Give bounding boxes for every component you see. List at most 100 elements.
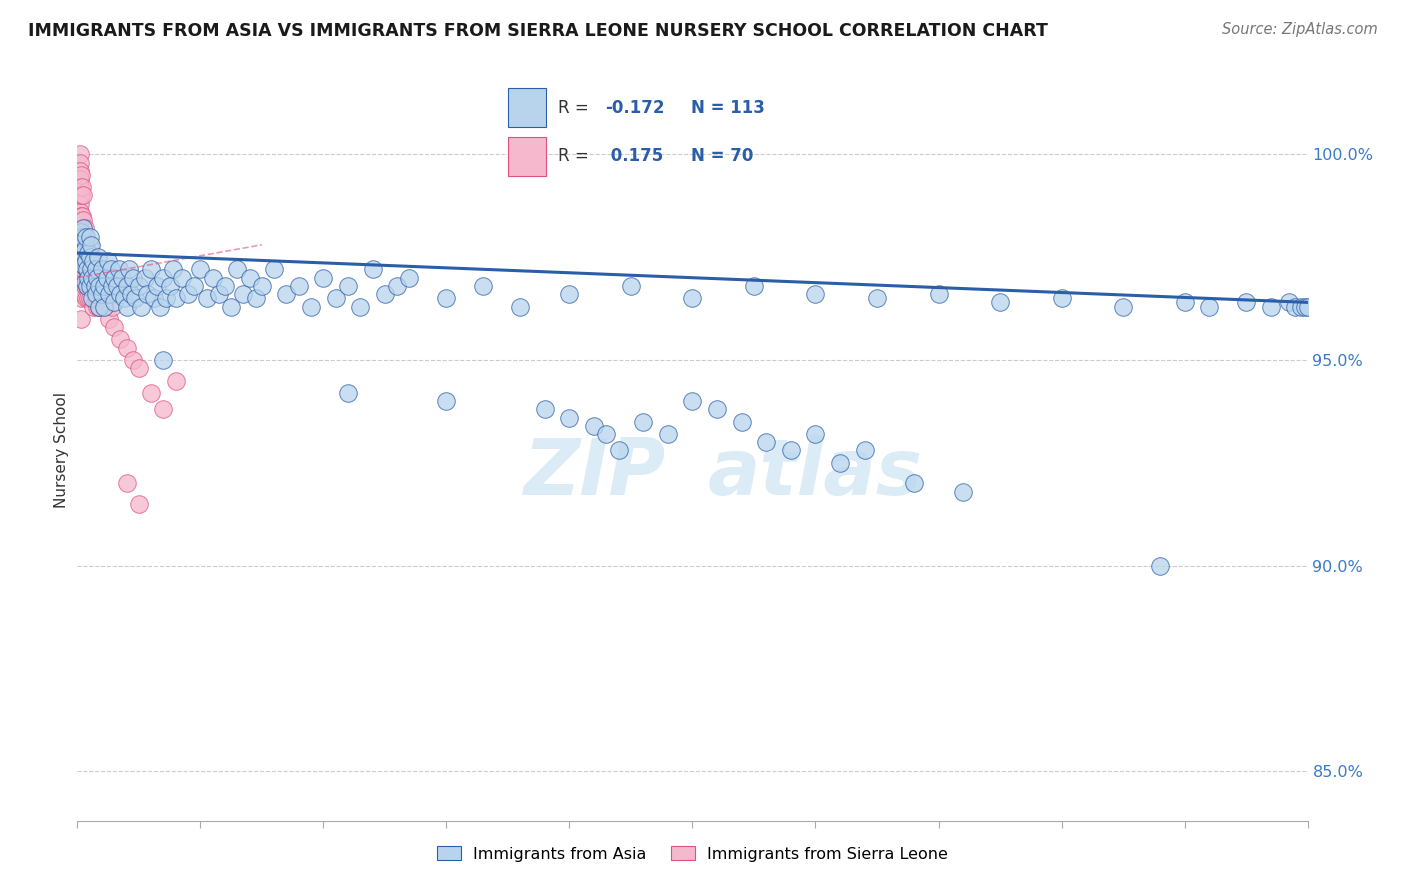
Point bbox=[73, 250, 96, 264]
Point bbox=[111, 270, 132, 285]
Point bbox=[385, 279, 409, 293]
Point bbox=[90, 287, 114, 301]
Point bbox=[108, 262, 131, 277]
Point bbox=[73, 221, 96, 235]
Point bbox=[70, 188, 93, 202]
Point bbox=[595, 427, 617, 442]
Point bbox=[1234, 295, 1257, 310]
Point bbox=[75, 262, 97, 277]
Point bbox=[219, 300, 242, 314]
Point bbox=[69, 163, 91, 178]
Point bbox=[853, 443, 876, 458]
Point bbox=[232, 287, 254, 301]
Point bbox=[72, 221, 94, 235]
Point bbox=[72, 237, 94, 252]
Point bbox=[77, 291, 100, 305]
Point bbox=[84, 291, 107, 305]
Point bbox=[93, 300, 115, 314]
Point bbox=[70, 229, 93, 244]
Point bbox=[89, 300, 111, 314]
Point bbox=[75, 254, 97, 268]
Point bbox=[79, 237, 101, 252]
Point bbox=[1198, 300, 1220, 314]
Point bbox=[75, 229, 97, 244]
Legend: Immigrants from Asia, Immigrants from Sierra Leone: Immigrants from Asia, Immigrants from Si… bbox=[430, 839, 955, 868]
Point bbox=[69, 155, 91, 169]
Point bbox=[72, 188, 94, 202]
Point bbox=[89, 300, 111, 314]
Point bbox=[208, 287, 231, 301]
Point bbox=[79, 279, 101, 293]
Point bbox=[82, 291, 104, 305]
Point bbox=[69, 196, 91, 211]
Point bbox=[77, 270, 100, 285]
Point bbox=[472, 279, 495, 293]
Text: IMMIGRANTS FROM ASIA VS IMMIGRANTS FROM SIERRA LEONE NURSERY SCHOOL CORRELATION : IMMIGRANTS FROM ASIA VS IMMIGRANTS FROM … bbox=[28, 22, 1047, 40]
Point bbox=[115, 476, 138, 491]
Point bbox=[337, 385, 360, 400]
Point bbox=[436, 291, 458, 305]
Point bbox=[731, 415, 754, 429]
Point bbox=[69, 262, 91, 277]
Point bbox=[69, 237, 91, 252]
Point bbox=[195, 291, 218, 305]
Point bbox=[80, 270, 103, 285]
Point bbox=[82, 300, 104, 314]
Point bbox=[100, 262, 122, 277]
Point bbox=[155, 291, 177, 305]
Point bbox=[76, 279, 98, 293]
Point bbox=[70, 246, 93, 260]
Point bbox=[112, 291, 135, 305]
Point bbox=[583, 418, 606, 433]
Point bbox=[134, 270, 156, 285]
Point bbox=[903, 476, 925, 491]
Point bbox=[96, 291, 118, 305]
Bar bbox=[508, 88, 547, 128]
Point bbox=[288, 279, 311, 293]
Point bbox=[177, 287, 200, 301]
Bar bbox=[508, 136, 547, 176]
Point bbox=[830, 456, 852, 470]
Point bbox=[115, 300, 138, 314]
Point bbox=[69, 221, 91, 235]
Point bbox=[263, 262, 285, 277]
Point bbox=[152, 353, 174, 368]
Point bbox=[337, 279, 360, 293]
Point bbox=[129, 300, 153, 314]
Text: R =: R = bbox=[558, 147, 595, 165]
Point bbox=[214, 279, 236, 293]
Point bbox=[1050, 291, 1073, 305]
Point bbox=[374, 287, 396, 301]
Point bbox=[76, 250, 98, 264]
Point bbox=[245, 291, 267, 305]
Point bbox=[142, 291, 165, 305]
Point bbox=[952, 484, 974, 499]
Point bbox=[299, 300, 322, 314]
Point bbox=[73, 242, 96, 256]
Point bbox=[86, 300, 108, 314]
Point bbox=[73, 279, 96, 293]
Point bbox=[804, 427, 827, 442]
Point bbox=[93, 300, 115, 314]
Point bbox=[69, 213, 91, 227]
Point bbox=[162, 262, 184, 277]
Point bbox=[73, 275, 96, 289]
Point bbox=[103, 270, 125, 285]
Point bbox=[87, 279, 110, 293]
Point bbox=[70, 270, 93, 285]
Point bbox=[75, 291, 97, 305]
Point bbox=[682, 394, 704, 409]
Point bbox=[706, 402, 728, 417]
Point bbox=[110, 332, 132, 346]
Text: -0.172: -0.172 bbox=[606, 99, 665, 117]
Point bbox=[110, 287, 132, 301]
Point bbox=[90, 279, 114, 293]
Point bbox=[82, 279, 104, 293]
Point bbox=[436, 394, 458, 409]
Point bbox=[755, 435, 778, 450]
Point bbox=[70, 168, 93, 182]
Point bbox=[558, 287, 581, 301]
Point bbox=[70, 250, 93, 264]
Point bbox=[1174, 295, 1197, 310]
Point bbox=[70, 267, 93, 281]
